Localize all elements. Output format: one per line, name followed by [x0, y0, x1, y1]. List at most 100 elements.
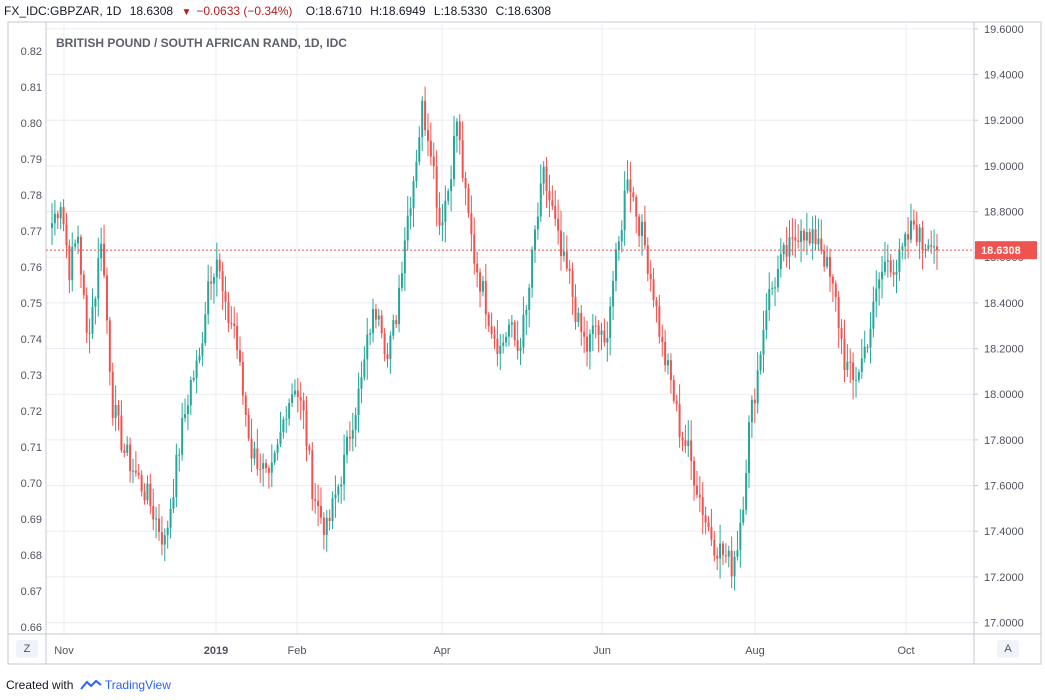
candle-body — [233, 323, 236, 326]
left-tick-label: 0.81 — [21, 82, 42, 94]
x-tick-label: Jun — [593, 645, 611, 657]
candle-body — [51, 223, 53, 228]
candle-body — [652, 279, 655, 301]
candle-body — [314, 499, 317, 501]
candle-body — [684, 440, 687, 446]
candle-body — [134, 470, 137, 473]
symbol-label[interactable]: FX_IDC:GBPZAR, 1D — [4, 4, 122, 18]
candle-body — [655, 300, 658, 307]
zoom-button[interactable]: Z — [16, 640, 38, 658]
right-tick-label: 19.6000 — [984, 24, 1024, 36]
last-price-badge — [975, 241, 1037, 260]
candle-body — [218, 259, 221, 272]
candle-body — [279, 432, 282, 445]
candle-body — [510, 322, 513, 325]
candle-body — [513, 322, 516, 341]
candle-body — [895, 271, 898, 275]
candle-body — [383, 333, 386, 355]
candle-body — [366, 334, 369, 360]
candle-body — [467, 188, 470, 214]
candle-body — [802, 230, 805, 241]
candle-body — [594, 325, 597, 327]
candle-body — [346, 436, 348, 455]
candle-body — [461, 140, 464, 178]
left-tick-label: 0.78 — [21, 190, 42, 202]
candle-body — [369, 333, 372, 335]
candle-body — [912, 220, 915, 225]
candle-body — [667, 360, 670, 366]
x-tick-label: Apr — [433, 645, 450, 657]
candle-body — [704, 515, 707, 523]
candle-body — [719, 543, 722, 559]
candle-body — [574, 296, 577, 323]
candle-body — [600, 330, 603, 335]
candle-body — [221, 271, 224, 292]
candle-body — [840, 328, 843, 339]
candle-body — [265, 463, 268, 469]
candle-body — [638, 216, 641, 237]
candle-body — [834, 283, 837, 298]
low-value: L:18.5330 — [433, 4, 488, 18]
candle-body — [889, 260, 892, 273]
candle-body — [658, 306, 661, 337]
candle-body — [904, 234, 907, 247]
candle-body — [210, 281, 213, 284]
right-tick-label: 17.4000 — [984, 526, 1024, 538]
candle-body — [750, 399, 753, 423]
candle-body — [386, 354, 389, 359]
candle-body — [817, 238, 820, 245]
candle-body — [253, 448, 256, 459]
candle-body — [620, 230, 623, 242]
candle-body — [837, 297, 840, 329]
candle-body — [380, 315, 383, 334]
candle-body — [155, 518, 158, 520]
candle-body — [857, 372, 860, 380]
candle-body — [794, 237, 797, 241]
candle-body — [768, 288, 771, 311]
candle-body — [713, 539, 716, 556]
candle-body — [160, 532, 163, 545]
candle-body — [360, 377, 363, 389]
axes: 19.600019.400019.200019.000018.800018.60… — [8, 22, 1041, 664]
candle-body — [415, 161, 418, 182]
candle-body — [438, 207, 441, 226]
high-value: H:18.6949 — [370, 4, 426, 18]
candle-body — [293, 390, 296, 395]
candle-body — [114, 405, 117, 418]
candle-body — [710, 527, 713, 540]
candle-body — [797, 240, 800, 242]
candle-body — [441, 222, 444, 226]
candle-body — [490, 326, 493, 335]
candle-body — [921, 227, 924, 251]
candle-body — [267, 468, 270, 473]
candle-body — [74, 243, 77, 247]
candle-body — [97, 258, 100, 299]
candle-body — [643, 221, 646, 246]
auto-scale-button[interactable]: A — [997, 640, 1019, 658]
tradingview-brand[interactable]: TradingView — [104, 678, 171, 692]
candle-body — [698, 494, 701, 498]
candle-body — [785, 244, 788, 257]
candle-body — [392, 320, 395, 336]
candle-body — [328, 517, 331, 522]
candle-body — [811, 229, 814, 244]
candle-body — [322, 517, 325, 535]
candle-body — [120, 415, 123, 451]
candle-body — [262, 463, 265, 470]
candle-body — [450, 179, 453, 192]
candle-body — [820, 238, 823, 251]
candle-body — [241, 362, 244, 396]
candle-body — [195, 360, 198, 378]
candle-body — [354, 415, 357, 431]
candle-body — [629, 179, 632, 193]
candle-body — [930, 245, 933, 247]
candle-body — [476, 263, 479, 273]
candle-body — [664, 341, 667, 366]
candle-body — [635, 197, 638, 217]
candle-body — [765, 310, 768, 330]
candle-body — [169, 508, 172, 528]
candle-body — [875, 288, 878, 302]
candle-body — [863, 346, 866, 359]
candle-body — [152, 506, 155, 520]
